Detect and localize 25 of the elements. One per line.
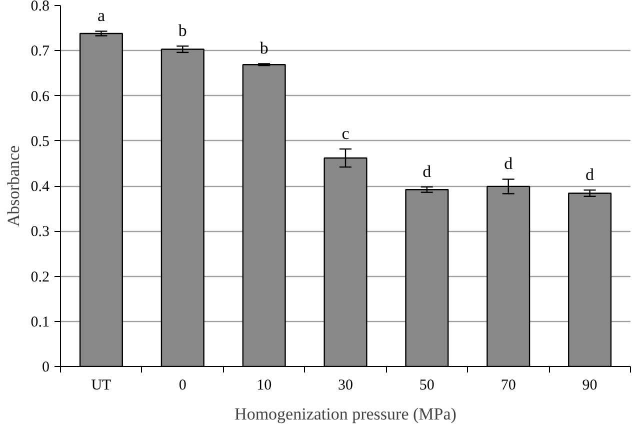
y-tick-label: 0.4 xyxy=(30,179,50,195)
annotation: b xyxy=(178,21,187,40)
y-tick-label: 0.2 xyxy=(30,269,50,286)
annotation: a xyxy=(97,6,106,26)
x-tick-label: 70 xyxy=(500,378,516,394)
x-axis-title: Homogenization pressure (MPa) xyxy=(234,404,456,424)
x-tick-label: 10 xyxy=(256,378,272,394)
x-tick-label: 30 xyxy=(338,378,353,394)
x-tick-label: UT xyxy=(91,378,112,394)
x-tick-label: 0 xyxy=(178,378,186,394)
x-tick-label: 90 xyxy=(582,378,598,394)
annotation: d xyxy=(504,154,514,174)
annotation: c xyxy=(342,124,350,143)
annotation: b xyxy=(260,38,268,58)
y-tick-label: 0.8 xyxy=(30,0,50,14)
y-tick-label: 0.3 xyxy=(30,224,50,240)
y-tick-label: 0.5 xyxy=(30,134,50,150)
y-axis-title: Absorbance xyxy=(4,145,23,227)
y-tick-label: 0.1 xyxy=(30,314,50,330)
y-tick-label: 0 xyxy=(42,360,50,376)
y-tick-label: 0.6 xyxy=(30,88,50,105)
x-tick-label: 50 xyxy=(419,378,434,394)
y-tick-label: 0.7 xyxy=(30,44,50,60)
annotation: d xyxy=(586,165,595,184)
annotation: d xyxy=(422,162,432,181)
